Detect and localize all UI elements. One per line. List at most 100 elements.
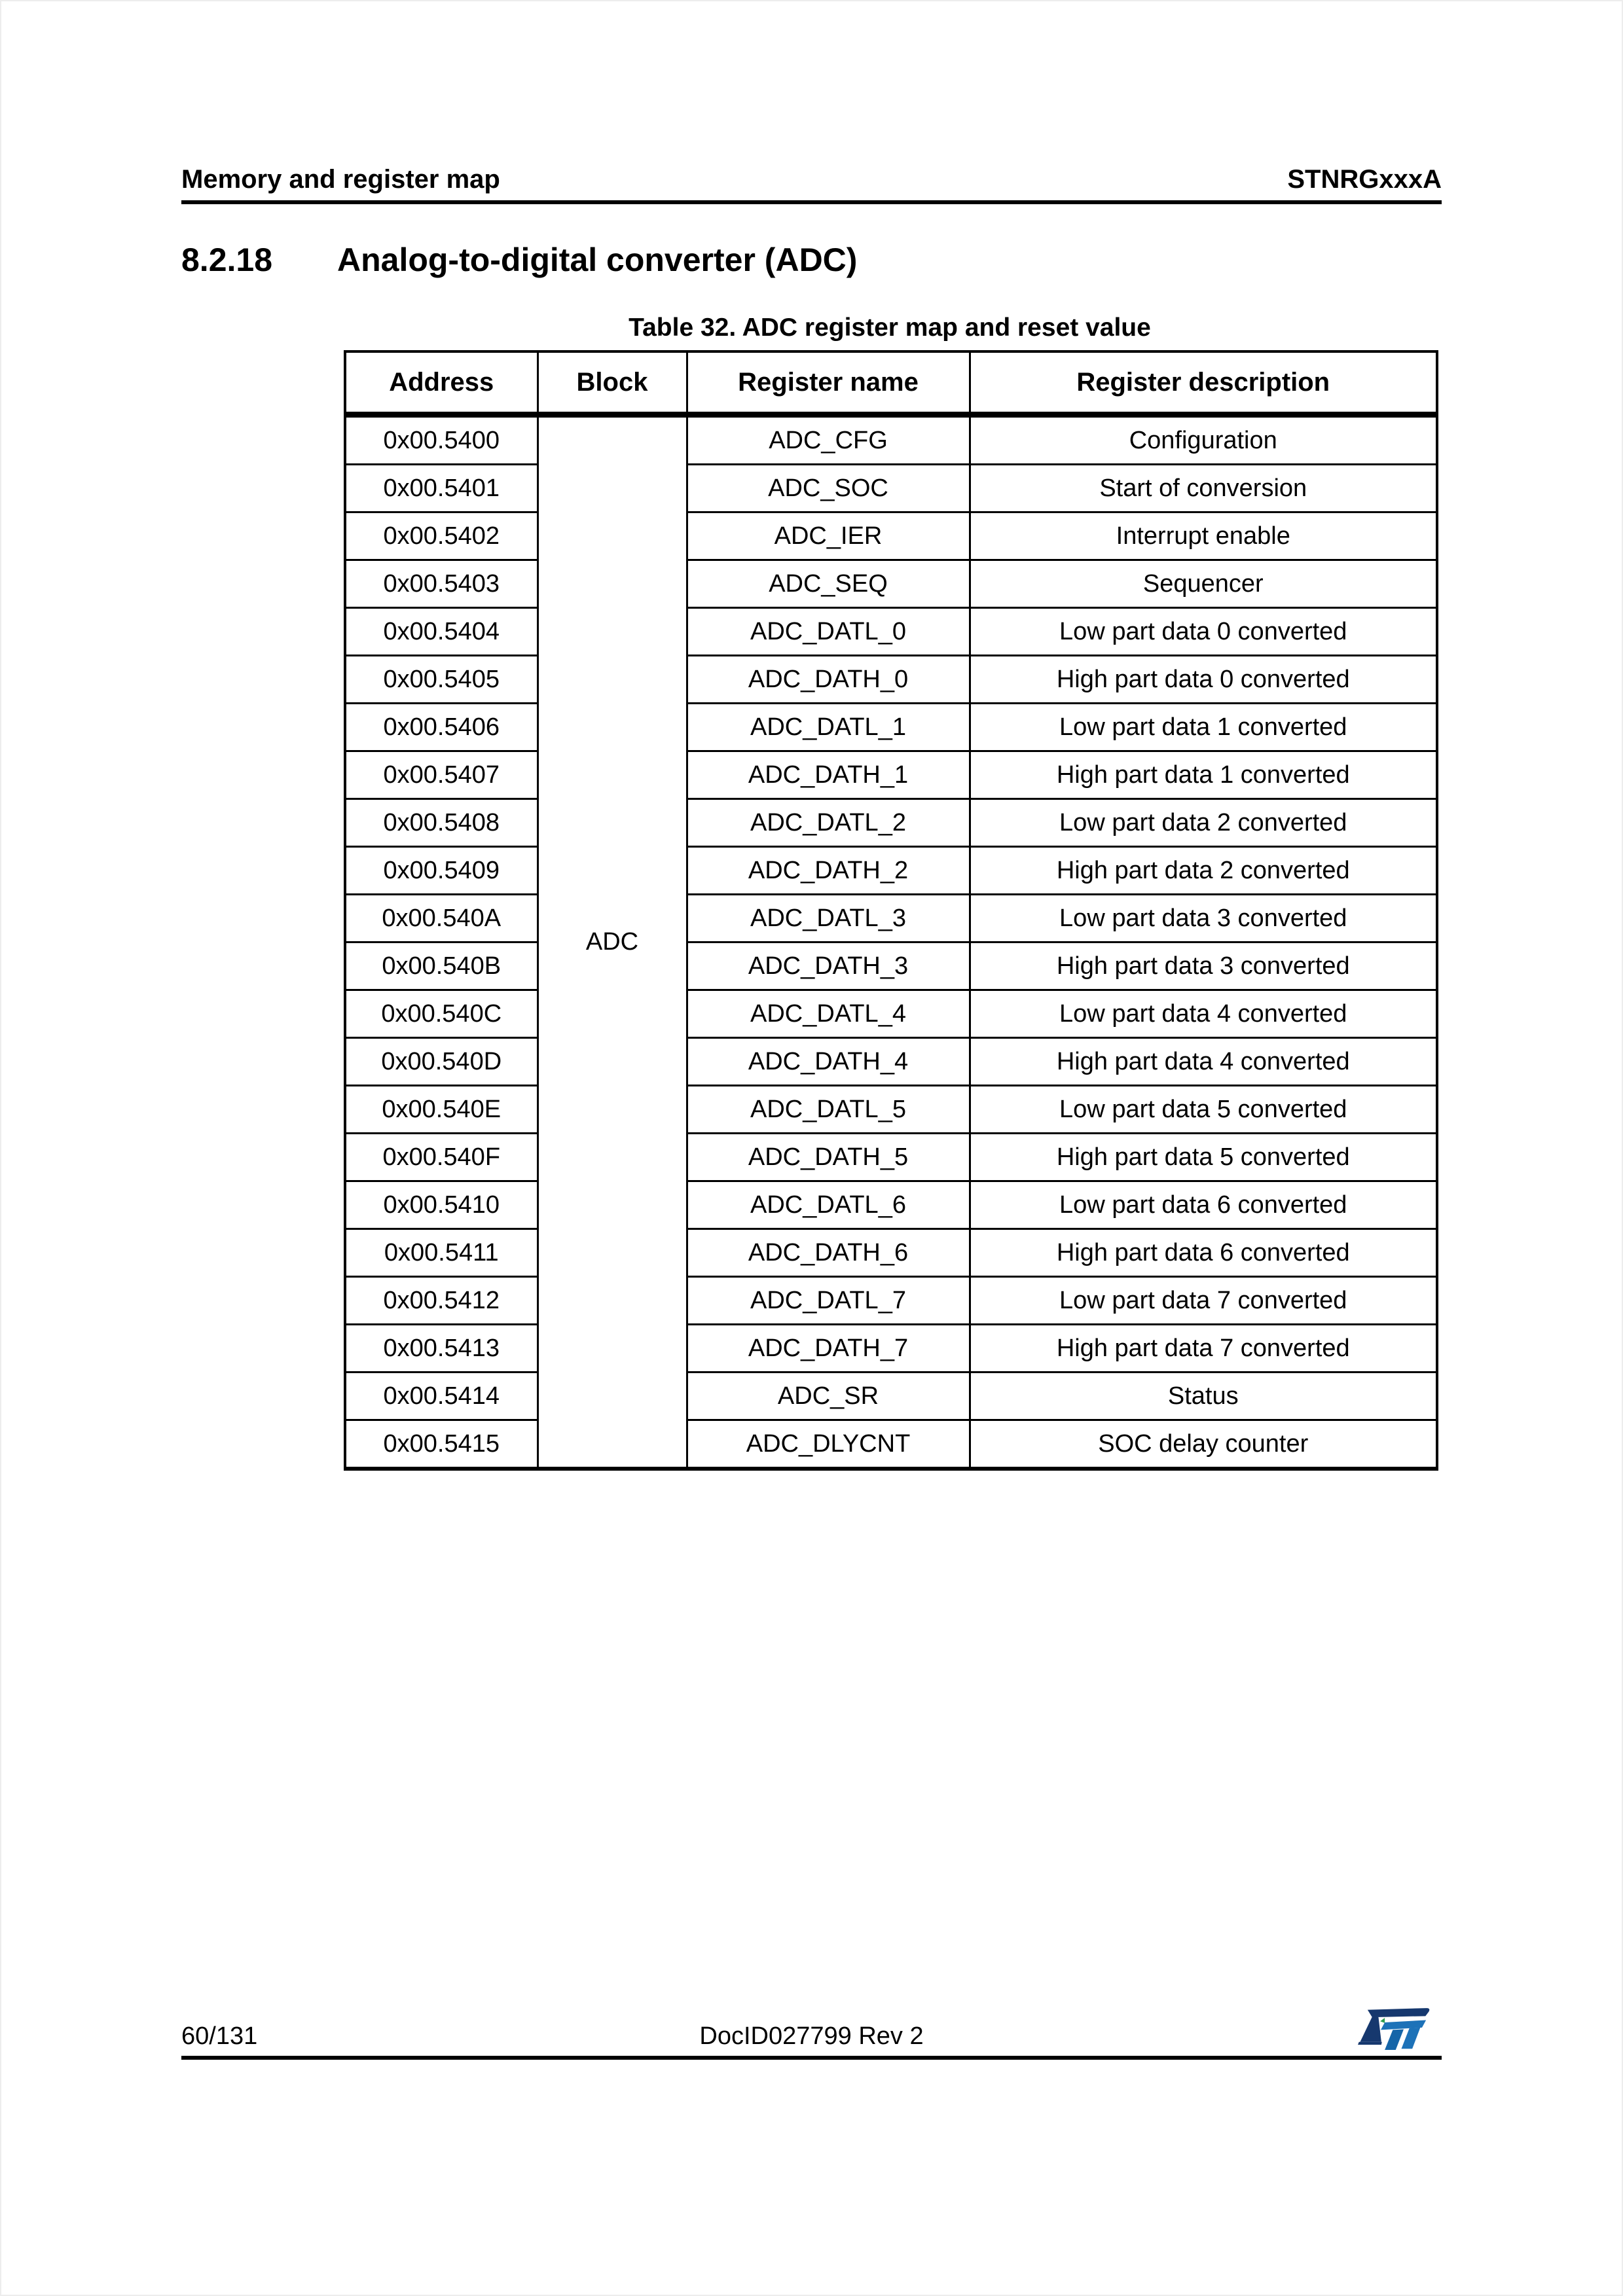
table-header-row: Address Block Register name Register des… (344, 350, 1438, 418)
table-row: 0x00.5412 ADC_DATL_7 Low part data 7 conve… (344, 1276, 1438, 1325)
table-row: 0x00.540B ADC_DATH_3 High part data 3 conv… (344, 941, 1438, 991)
row-address: 0x00.5404 (344, 607, 539, 656)
table-row: 0x00.5404 ADC_DATL_0 Low part data 0 conve… (344, 607, 1438, 656)
row-address: 0x00.540D (344, 1037, 539, 1086)
row-description: High part data 6 converted (968, 1228, 1438, 1278)
row-description: High part data 5 converted (968, 1132, 1438, 1182)
row-register-name: ADC_DATH_4 (685, 1037, 971, 1086)
table-row: 0x00.5411 ADC_DATH_6 High part data 6 conv… (344, 1228, 1438, 1278)
row-description: High part data 4 converted (968, 1037, 1438, 1086)
row-description: Low part data 4 converted (968, 989, 1438, 1039)
register-map-table: Address Block Register name Register des… (344, 350, 1438, 1471)
row-description: SOC delay counter (968, 1419, 1438, 1470)
running-header-docname: STNRGxxxA (1287, 165, 1442, 194)
row-register-name: ADC_CFG (685, 414, 971, 465)
row-register-name: ADC_DATH_1 (685, 750, 971, 800)
row-description: Status (968, 1371, 1438, 1421)
row-register-name: ADC_DATL_4 (685, 989, 971, 1039)
table-row: 0x00.540C ADC_DATL_4 Low part data 4 conve… (344, 989, 1438, 1039)
table-row: 0x00.5405 ADC_DATH_0 High part data 0 conv… (344, 655, 1438, 704)
row-address: 0x00.5401 (344, 463, 539, 513)
row-address: 0x00.5414 (344, 1371, 539, 1421)
row-address: 0x00.5402 (344, 511, 539, 561)
row-address: 0x00.5411 (344, 1228, 539, 1278)
table-row: 0x00.540E ADC_DATL_5 Low part data 5 conve… (344, 1085, 1438, 1134)
row-register-name: ADC_DLYCNT (685, 1419, 971, 1470)
column-header-register-description: Register description (968, 350, 1438, 418)
table-row: 0x00.5401 ADC_SOC Start of conversion (344, 463, 1438, 513)
row-address: 0x00.5408 (344, 798, 539, 848)
footer-rule (181, 2056, 1442, 2060)
section-number: 8.2.18 (181, 242, 273, 278)
row-description: Interrupt enable (968, 511, 1438, 561)
running-header-section: Memory and register map (181, 165, 500, 194)
row-register-name: ADC_SOC (685, 463, 971, 513)
column-header-block: Block (536, 350, 688, 418)
table-row: 0x00.540A ADC_DATL_3 Low part data 3 conve… (344, 893, 1438, 943)
row-description: High part data 7 converted (968, 1323, 1438, 1373)
row-register-name: ADC_DATL_3 (685, 893, 971, 943)
row-description: High part data 3 converted (968, 941, 1438, 991)
row-description: High part data 0 converted (968, 655, 1438, 704)
block-cell: ADC (536, 414, 688, 1470)
section-title: Analog-to-digital converter (ADC) (337, 242, 858, 278)
table-row: 0x00.5400 ADC ADC_CFG Configuration (344, 414, 1438, 1470)
row-address: 0x00.540E (344, 1085, 539, 1134)
row-description: Sequencer (968, 559, 1438, 609)
row-description: Low part data 6 converted (968, 1180, 1438, 1230)
row-description: High part data 1 converted (968, 750, 1438, 800)
row-address: 0x00.5406 (344, 702, 539, 752)
footer-page-number: 60/131 (181, 2022, 258, 2050)
row-register-name: ADC_IER (685, 511, 971, 561)
table-row: 0x00.5414 ADC_SR Status (344, 1371, 1438, 1421)
table-row: 0x00.540F ADC_DATH_5 High part data 5 conv… (344, 1132, 1438, 1182)
footer-doc-id: DocID027799 Rev 2 (699, 2022, 924, 2050)
table-row: 0x00.5409 ADC_DATH_2 High part data 2 conv… (344, 846, 1438, 895)
column-header-address: Address (344, 350, 539, 418)
table-row: 0x00.5410 ADC_DATL_6 Low part data 6 conve… (344, 1180, 1438, 1230)
column-header-register-name: Register name (685, 350, 971, 418)
table-row: 0x00.5406 ADC_DATL_1 Low part data 1 conve… (344, 702, 1438, 752)
row-register-name: ADC_DATH_3 (685, 941, 971, 991)
row-address: 0x00.5400 (344, 414, 539, 465)
row-address: 0x00.5409 (344, 846, 539, 895)
row-description: Low part data 7 converted (968, 1276, 1438, 1325)
row-description: Configuration (968, 414, 1438, 465)
row-address: 0x00.5412 (344, 1276, 539, 1325)
row-register-name: ADC_DATH_7 (685, 1323, 971, 1373)
row-register-name: ADC_DATH_5 (685, 1132, 971, 1182)
table-body: 0x00.5400 ADC ADC_CFG Configuration 0x00.540… (344, 414, 1438, 1470)
st-logo-icon (1358, 2008, 1430, 2050)
row-address: 0x00.5415 (344, 1419, 539, 1470)
row-description: Low part data 1 converted (968, 702, 1438, 752)
table-row: 0x00.5415 ADC_DLYCNT SOC delay counter (344, 1419, 1438, 1470)
row-address: 0x00.5410 (344, 1180, 539, 1230)
row-register-name: ADC_DATL_5 (685, 1085, 971, 1134)
row-address: 0x00.540A (344, 893, 539, 943)
row-register-name: ADC_DATL_7 (685, 1276, 971, 1325)
header-rule (181, 200, 1442, 204)
row-description: Low part data 5 converted (968, 1085, 1438, 1134)
row-register-name: ADC_SEQ (685, 559, 971, 609)
row-address: 0x00.540C (344, 989, 539, 1039)
row-description: Low part data 0 converted (968, 607, 1438, 656)
row-address: 0x00.5403 (344, 559, 539, 609)
row-register-name: ADC_DATL_6 (685, 1180, 971, 1230)
row-register-name: ADC_SR (685, 1371, 971, 1421)
table-row: 0x00.5408 ADC_DATL_2 Low part data 2 conve… (344, 798, 1438, 848)
row-description: Low part data 2 converted (968, 798, 1438, 848)
row-register-name: ADC_DATH_6 (685, 1228, 971, 1278)
row-address: 0x00.5405 (344, 655, 539, 704)
row-register-name: ADC_DATL_0 (685, 607, 971, 656)
row-register-name: ADC_DATL_2 (685, 798, 971, 848)
table-title: Table 32. ADC register map and reset val… (629, 314, 1151, 342)
table-row: 0x00.5413 ADC_DATH_7 High part data 7 conv… (344, 1323, 1438, 1373)
table-row: 0x00.5403 ADC_SEQ Sequencer (344, 559, 1438, 609)
table-row: 0x00.540D ADC_DATH_4 High part data 4 conv… (344, 1037, 1438, 1086)
row-address: 0x00.5413 (344, 1323, 539, 1373)
table-row: 0x00.5402 ADC_IER Interrupt enable (344, 511, 1438, 561)
row-register-name: ADC_DATL_1 (685, 702, 971, 752)
section-heading: 8.2.18 Analog-to-digital converter (ADC) (181, 241, 857, 279)
row-description: Low part data 3 converted (968, 893, 1438, 943)
